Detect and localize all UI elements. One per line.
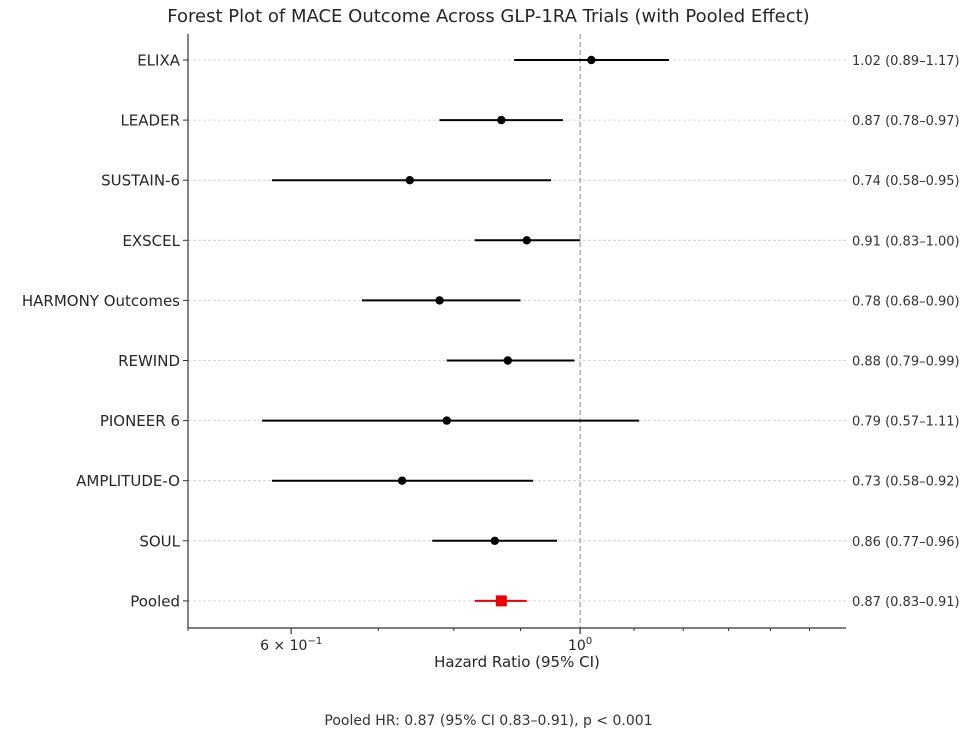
study-label: SUSTAIN-6 bbox=[101, 172, 180, 190]
study-label: SOUL bbox=[139, 532, 180, 550]
point-estimate bbox=[490, 536, 499, 545]
hr-value-label: 0.91 (0.83–1.00) bbox=[852, 234, 960, 249]
hr-value-label: 0.88 (0.79–0.99) bbox=[852, 355, 960, 370]
point-estimate bbox=[497, 115, 506, 125]
hr-value-label: 0.74 (0.58–0.95) bbox=[852, 174, 960, 189]
axes-layer bbox=[183, 34, 846, 634]
marks-layer bbox=[262, 55, 669, 607]
study-label: EXSCEL bbox=[122, 232, 180, 250]
study-label: ELIXA bbox=[137, 52, 181, 70]
hr-value-label: 1.02 (0.89–1.17) bbox=[852, 54, 960, 69]
hr-value-label: 0.87 (0.78–0.97) bbox=[852, 114, 960, 129]
x-axis-label: Hazard Ratio (95% CI) bbox=[434, 653, 600, 671]
grid-layer bbox=[188, 59, 846, 602]
hr-value-label: 0.78 (0.68–0.90) bbox=[852, 294, 960, 309]
study-label: LEADER bbox=[120, 112, 180, 130]
hr-value-label: 0.73 (0.58–0.92) bbox=[852, 475, 960, 490]
study-label: PIONEER 6 bbox=[100, 412, 180, 430]
point-estimate bbox=[435, 296, 444, 305]
forest-plot: ELIXA 1.02 (0.89–1.17) LEADER 0.87 (0.78–0.… bbox=[22, 34, 960, 672]
chart-title: Forest Plot of MACE Outcome Across GLP-1… bbox=[167, 6, 810, 27]
point-estimate bbox=[397, 476, 407, 485]
study-label: Pooled bbox=[130, 592, 180, 610]
hr-value-label: 0.86 (0.77–0.96) bbox=[852, 535, 960, 550]
point-estimate bbox=[442, 416, 451, 425]
labels-layer: ELIXA 1.02 (0.89–1.17) LEADER 0.87 (0.78–0.… bbox=[22, 52, 960, 672]
pooled-estimate-square bbox=[495, 595, 507, 607]
study-label: REWIND bbox=[118, 352, 180, 370]
hr-value-label: 0.87 (0.83–0.91) bbox=[852, 595, 960, 610]
point-estimate bbox=[503, 356, 513, 365]
point-estimate bbox=[587, 55, 596, 65]
pooled-summary-footer: Pooled HR: 0.87 (95% CI 0.83–0.91), p < … bbox=[324, 713, 653, 729]
point-estimate bbox=[405, 176, 414, 185]
point-estimate bbox=[522, 236, 531, 245]
x-tick-label: 6 × 10−1 bbox=[260, 636, 322, 654]
x-tick-label: 100 bbox=[568, 636, 592, 654]
hr-value-label: 0.79 (0.57–1.11) bbox=[852, 415, 960, 430]
study-label: HARMONY Outcomes bbox=[22, 292, 180, 310]
study-label: AMPLITUDE-O bbox=[76, 472, 180, 490]
